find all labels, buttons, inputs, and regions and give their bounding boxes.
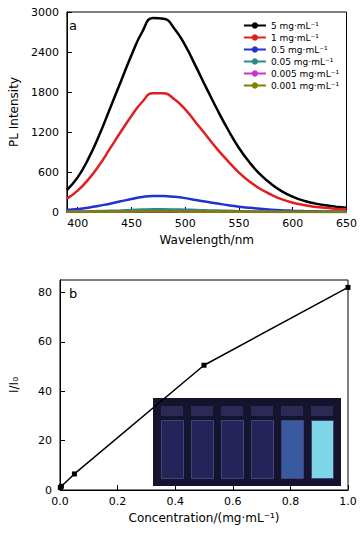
- svg-text:0.001 mg·mL⁻¹: 0.001 mg·mL⁻¹: [271, 81, 339, 91]
- svg-text:0: 0: [52, 206, 59, 219]
- svg-text:1.0: 1.0: [339, 495, 357, 508]
- svg-text:1 mg·mL⁻¹: 1 mg·mL⁻¹: [271, 33, 319, 43]
- svg-text:Concentration/(mg·mL⁻¹): Concentration/(mg·mL⁻¹): [129, 511, 280, 525]
- svg-text:I/I₀: I/I₀: [7, 377, 21, 393]
- svg-text:Wavelength/nm: Wavelength/nm: [159, 233, 254, 247]
- svg-text:2400: 2400: [31, 46, 59, 59]
- svg-text:0.4: 0.4: [166, 495, 184, 508]
- svg-text:450: 450: [121, 217, 142, 230]
- svg-text:0.6: 0.6: [224, 495, 242, 508]
- svg-text:0.005 mg·mL⁻¹: 0.005 mg·mL⁻¹: [271, 69, 339, 79]
- svg-text:0.2: 0.2: [109, 495, 127, 508]
- svg-text:80: 80: [38, 286, 52, 299]
- svg-text:a: a: [69, 18, 77, 33]
- svg-text:b: b: [69, 286, 77, 301]
- svg-text:1800: 1800: [31, 86, 59, 99]
- svg-text:600: 600: [282, 217, 303, 230]
- svg-text:650: 650: [336, 217, 357, 230]
- svg-text:0.5 mg·mL⁻¹: 0.5 mg·mL⁻¹: [271, 45, 328, 55]
- svg-text:0.0: 0.0: [51, 495, 69, 508]
- svg-text:400: 400: [67, 217, 88, 230]
- svg-text:0: 0: [45, 483, 52, 497]
- svg-text:600: 600: [38, 166, 59, 179]
- svg-text:3000: 3000: [31, 6, 59, 19]
- svg-text:550: 550: [228, 217, 249, 230]
- svg-text:PL Intensity: PL Intensity: [7, 77, 21, 147]
- svg-text:0.8: 0.8: [282, 495, 300, 508]
- svg-text:1200: 1200: [31, 126, 59, 139]
- svg-text:0.05 mg·mL⁻¹: 0.05 mg·mL⁻¹: [271, 57, 334, 67]
- svg-text:5 mg·mL⁻¹: 5 mg·mL⁻¹: [271, 21, 319, 31]
- svg-text:20: 20: [38, 434, 52, 447]
- svg-text:500: 500: [175, 217, 196, 230]
- svg-text:60: 60: [38, 335, 52, 348]
- svg-text:40: 40: [38, 385, 52, 398]
